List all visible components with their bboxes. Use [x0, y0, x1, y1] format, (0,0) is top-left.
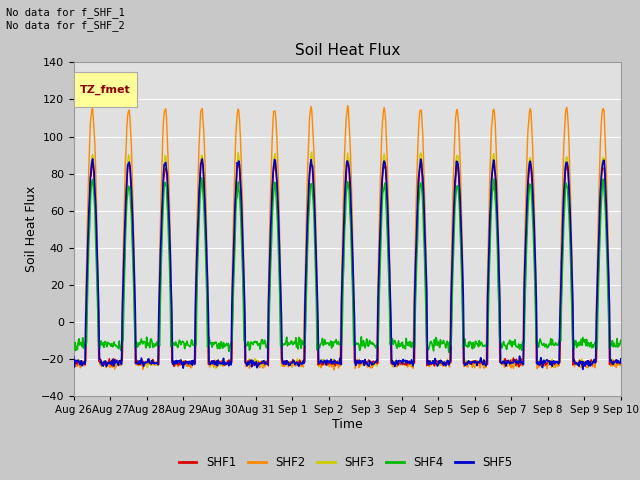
Text: No data for f_SHF_1
No data for f_SHF_2: No data for f_SHF_1 No data for f_SHF_2 [6, 7, 125, 31]
Y-axis label: Soil Heat Flux: Soil Heat Flux [24, 186, 38, 272]
Legend: SHF1, SHF2, SHF3, SHF4, SHF5: SHF1, SHF2, SHF3, SHF4, SHF5 [174, 452, 517, 474]
X-axis label: Time: Time [332, 418, 363, 431]
Title: Soil Heat Flux: Soil Heat Flux [294, 44, 400, 59]
